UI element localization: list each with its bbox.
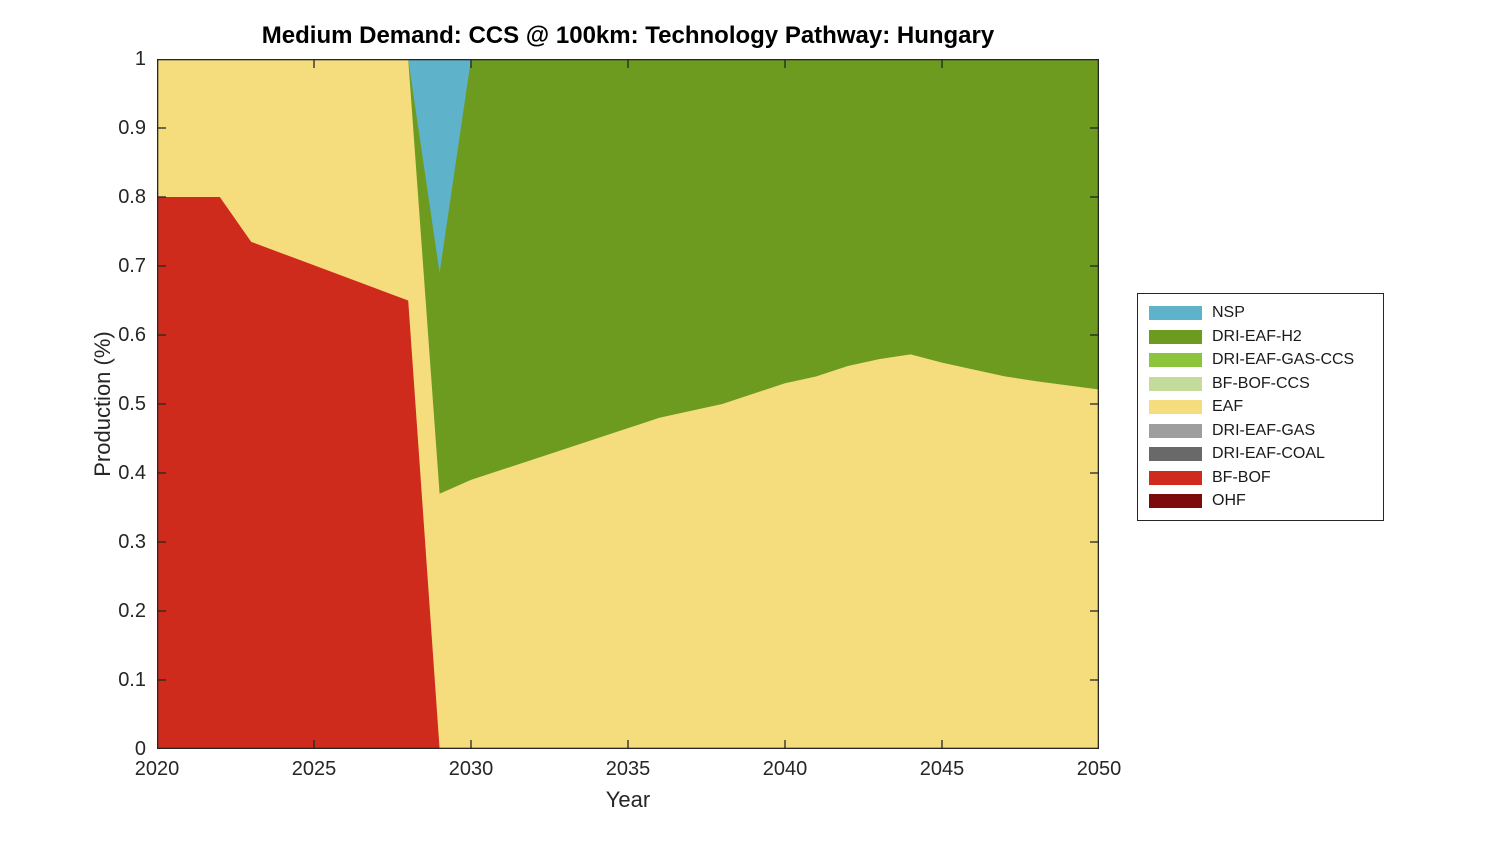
legend-label: DRI-EAF-COAL [1212,445,1325,462]
legend-item-DRI-EAF-GAS: DRI-EAF-GAS [1138,419,1383,443]
legend-swatch [1149,470,1202,485]
x-tick-label: 2045 [919,758,965,780]
y-tick-label: 0.5 [118,393,146,415]
legend-swatch [1149,376,1202,391]
legend-swatch [1149,306,1202,320]
plot-area [157,59,1099,749]
legend-box: NSP DRI-EAF-H2 DRI-EAF-GAS-CCS BF-BOF-CCS EA… [1137,293,1384,521]
legend-label: BF-BOF-CCS [1212,374,1310,392]
legend-item-NSP: NSP [1138,301,1383,325]
y-tick-label: 0.4 [118,462,146,484]
x-tick-label: 2025 [291,758,337,780]
legend-label: DRI-EAF-GAS-CCS [1212,351,1355,368]
x-tick-label: 2040 [762,758,808,780]
y-tick-label: 0.1 [118,669,146,691]
legend-swatch [1149,400,1202,414]
legend-item-DRI-EAF-H2: DRI-EAF-H2 [1138,325,1383,349]
legend-swatch [1149,329,1202,344]
legend-label: DRI-EAF-GAS [1212,421,1316,439]
y-tick-label: 0.9 [118,117,146,139]
y-tick-label: 0.7 [118,255,146,277]
legend-item-EAF: EAF [1138,395,1383,419]
y-tick-label: 0 [134,738,146,760]
x-tick-label: 2030 [448,758,494,780]
legend-swatch [1149,447,1202,461]
y-tick-label: 0.2 [118,600,146,622]
legend-label: BF-BOF [1212,468,1271,486]
x-axis-label: Year [605,787,651,812]
legend-label: NSP [1212,304,1245,321]
y-axis-label: Production (%) [90,331,115,477]
area-BF-BOF [157,197,1099,749]
legend-swatch [1149,423,1202,438]
legend-swatch [1149,494,1202,508]
chart-title: Medium Demand: CCS @ 100km: Technology P… [261,22,995,49]
legend-label: EAF [1212,398,1244,415]
x-tick-label: 2035 [605,758,651,780]
legend-item-BF-BOF-CCS: BF-BOF-CCS [1138,372,1383,396]
x-tick-label: 2020 [134,758,180,780]
legend-label: DRI-EAF-H2 [1212,327,1302,345]
x-tick-label: 2050 [1076,758,1122,780]
y-tick-label: 0.3 [118,531,146,553]
legend-item-BF-BOF: BF-BOF [1138,466,1383,490]
legend-item-OHF: OHF [1138,489,1383,513]
y-tick-label: 1 [134,48,146,70]
legend-item-DRI-EAF-GAS-CCS: DRI-EAF-GAS-CCS [1138,348,1383,372]
legend-item-DRI-EAF-COAL: DRI-EAF-COAL [1138,442,1383,466]
y-tick-label: 0.6 [118,324,146,346]
legend-swatch [1149,353,1202,367]
y-tick-label: 0.8 [118,186,146,208]
legend-label: OHF [1212,492,1246,509]
stacked-area-svg [157,59,1099,749]
